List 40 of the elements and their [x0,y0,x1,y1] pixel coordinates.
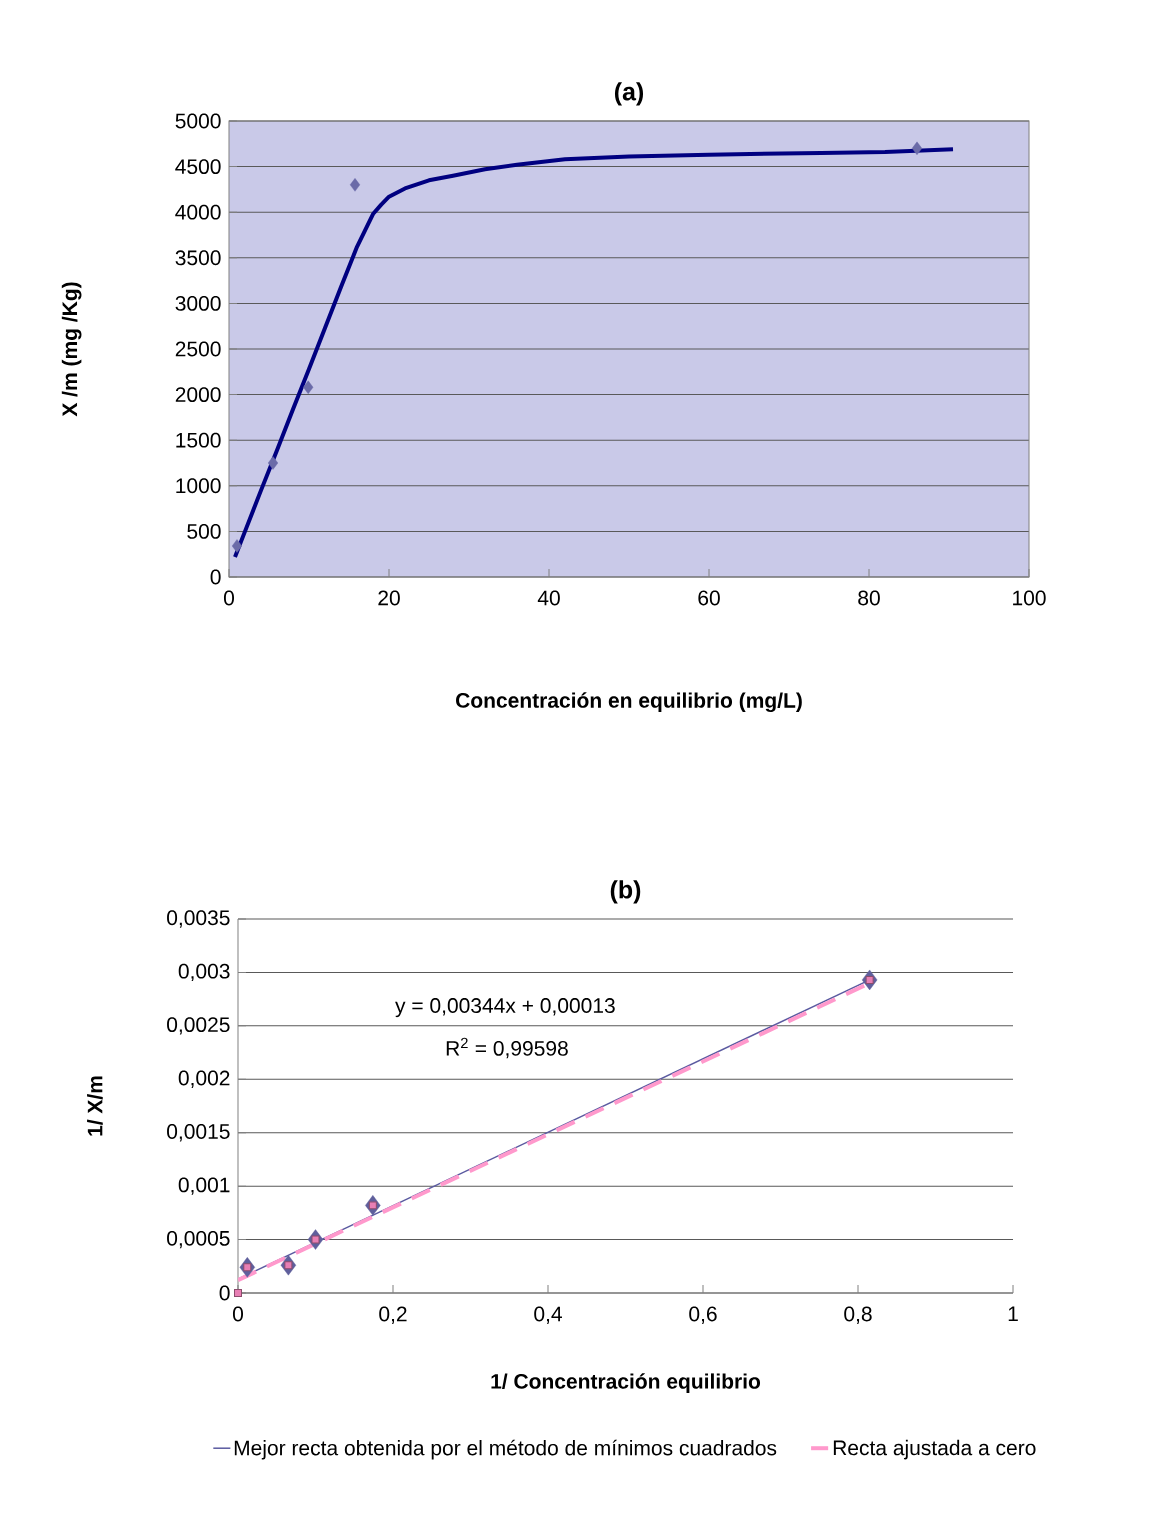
y-tick-label: 4500 [175,159,221,175]
x-tick-label: 100 [1013,590,1046,606]
x-tick-label: 0,2 [379,1306,407,1324]
y-tick-label: 1500 [176,432,221,448]
x-tick-label: 80 [858,590,880,606]
annotation: y = 0,00344x + 0,00013 [395,998,615,1018]
x-axis-title: Concentración en equilibrio (mg/L) [456,692,802,713]
y-tick-label: 0,001 [178,1177,230,1195]
x-tick-label: 60 [698,590,720,606]
x-axis-title: 1/ Concentración equilibrio [491,1373,761,1393]
x-tick-label: 20 [378,590,400,606]
y-tick-label: 3500 [175,250,221,266]
x-tick-label: 0,6 [689,1306,717,1324]
y-tick-label: 0,0005 [167,1230,230,1249]
y-tick-label: 1000 [176,478,221,494]
annotation: R$^{2}$ = 0,99598 [446,1037,568,1059]
x-tick-label: 0,4 [534,1306,562,1324]
y-tick-label: 3000 [175,295,221,311]
y-tick-label: 0,003 [178,963,230,982]
y-axis-title: X /m (mg /Kg) [61,282,82,417]
y-tick-label: 0 [219,1285,230,1301]
chart-title: (b) [610,880,641,904]
y-tick-label: 2500 [175,341,221,357]
x-tick-label: 0 [232,1306,244,1322]
chart-title: (a) [614,82,644,106]
y-tick-label: 4000 [175,204,221,220]
y-tick-label: 5000 [175,113,221,129]
legend-label: Recta ajustada a cero [833,1439,1036,1460]
y-tick-label: 500 [187,523,221,539]
x-tick-label: 40 [537,590,560,606]
y-tick-label: 2000 [175,387,221,403]
y-tick-label: 0,0025 [167,1017,230,1035]
x-tick-label: 0,8 [844,1306,872,1324]
y-tick-label: 0,002 [178,1070,230,1088]
y-tick-label: 0 [210,569,221,585]
legend-label: Mejor recta obtenida por el método de mínimos cuadrados [234,1439,777,1460]
y-tick-label: 0,0015 [167,1124,230,1142]
x-tick-label: 1 [1008,1306,1018,1321]
y-axis-title: 1/ X/m [87,1076,103,1136]
y-tick-label: 0,0035 [167,910,230,928]
